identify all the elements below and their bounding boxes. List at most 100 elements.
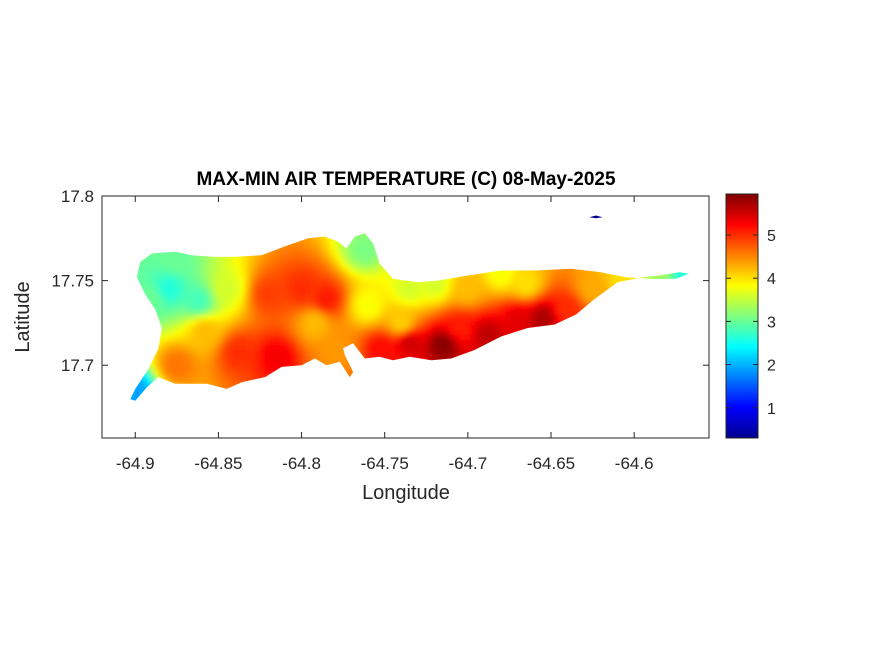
heatmap-cell	[290, 280, 296, 286]
heatmap-cell	[350, 305, 356, 311]
heatmap-cell	[575, 275, 581, 281]
heatmap-cell	[210, 340, 216, 346]
heatmap-cell	[475, 315, 481, 321]
heatmap-cell	[530, 275, 536, 281]
heatmap-cell	[285, 340, 291, 346]
heatmap-cell	[285, 260, 291, 266]
heatmap-cell	[395, 305, 401, 311]
heatmap-cell	[210, 345, 216, 351]
heatmap-cell	[510, 270, 516, 276]
heatmap-cell	[320, 255, 326, 261]
heatmap-cell	[160, 275, 166, 281]
heatmap-cell	[300, 255, 306, 261]
heatmap-cell	[180, 325, 186, 331]
heatmap-cell	[455, 310, 461, 316]
heatmap-cell	[525, 275, 531, 281]
heatmap-cell	[370, 290, 376, 296]
heatmap-cell	[460, 320, 466, 326]
heatmap-cell	[610, 275, 616, 281]
heatmap-cell	[315, 265, 321, 271]
heatmap-cell	[175, 375, 181, 381]
heatmap-cell	[345, 330, 351, 336]
heatmap-cell	[215, 280, 221, 286]
heatmap-cell	[575, 270, 581, 276]
heatmap-cell	[205, 260, 211, 266]
heatmap-cell	[290, 305, 296, 311]
heatmap-cell	[280, 320, 286, 326]
heatmap-cell	[560, 275, 566, 281]
heatmap-cell	[245, 320, 251, 326]
heatmap-cell	[400, 280, 406, 286]
heatmap-cell	[230, 320, 236, 326]
heatmap-cell	[150, 365, 156, 371]
heatmap-cell	[245, 275, 251, 281]
heatmap-cell	[425, 350, 431, 356]
heatmap-cell	[430, 280, 436, 286]
heatmap-cell	[325, 240, 331, 246]
heatmap-cell	[265, 325, 271, 331]
heatmap-cell	[190, 355, 196, 361]
heatmap-cell	[335, 320, 341, 326]
heatmap-cell	[250, 295, 256, 301]
heatmap-cell	[170, 360, 176, 366]
heatmap-cell	[340, 255, 346, 261]
heatmap-cell	[390, 290, 396, 296]
heatmap-cell	[175, 285, 181, 291]
heatmap-cell	[270, 290, 276, 296]
heatmap-cell	[355, 310, 361, 316]
heatmap-cell	[415, 295, 421, 301]
heatmap-cell	[400, 335, 406, 341]
heatmap-cell	[245, 315, 251, 321]
heatmap-cell	[480, 280, 486, 286]
heatmap-cell	[215, 380, 221, 386]
heatmap-cell	[265, 305, 271, 311]
heatmap-cell	[310, 260, 316, 266]
heatmap-cell	[405, 315, 411, 321]
heatmap-cell	[310, 280, 316, 286]
heatmap-cell	[200, 315, 206, 321]
heatmap-cell	[355, 265, 361, 271]
heatmap-cell	[175, 355, 181, 361]
heatmap-cell	[335, 345, 341, 351]
heatmap-cell	[490, 280, 496, 286]
heatmap-cell	[500, 280, 506, 286]
heatmap-cell	[250, 360, 256, 366]
heatmap-cell	[315, 300, 321, 306]
heatmap-cell	[305, 355, 311, 361]
heatmap-cell	[190, 305, 196, 311]
heatmap-cell	[300, 345, 306, 351]
heatmap-cell	[375, 310, 381, 316]
heatmap-cell	[195, 365, 201, 371]
heatmap-cell	[295, 295, 301, 301]
heatmap-cell	[345, 280, 351, 286]
heatmap-cell	[450, 290, 456, 296]
heatmap-cell	[215, 330, 221, 336]
heatmap-cell	[335, 330, 341, 336]
heatmap-cell	[410, 335, 416, 341]
heatmap-cell	[315, 325, 321, 331]
heatmap-cell	[430, 295, 436, 301]
heatmap-cell	[425, 345, 431, 351]
heatmap-cell	[420, 290, 426, 296]
heatmap-cell	[340, 350, 346, 356]
heatmap-cell	[435, 295, 441, 301]
heatmap-cell	[485, 275, 491, 281]
heatmap-cell	[490, 295, 496, 301]
heatmap-cell	[145, 270, 151, 276]
heatmap-cell	[265, 275, 271, 281]
heatmap-cell	[570, 270, 576, 276]
heatmap-cell	[305, 310, 311, 316]
heatmap-cell	[455, 285, 461, 291]
heatmap-cell	[360, 235, 366, 241]
heatmap-cell	[170, 295, 176, 301]
heatmap-cell	[275, 280, 281, 286]
heatmap-cell	[565, 310, 571, 316]
heatmap-cell	[235, 270, 241, 276]
heatmap-cell	[605, 275, 611, 281]
heatmap-cell	[230, 360, 236, 366]
heatmap-cell	[180, 315, 186, 321]
heatmap-cell	[320, 290, 326, 296]
heatmap-cell	[240, 310, 246, 316]
heatmap-cell	[460, 295, 466, 301]
heatmap-cell	[360, 240, 366, 246]
